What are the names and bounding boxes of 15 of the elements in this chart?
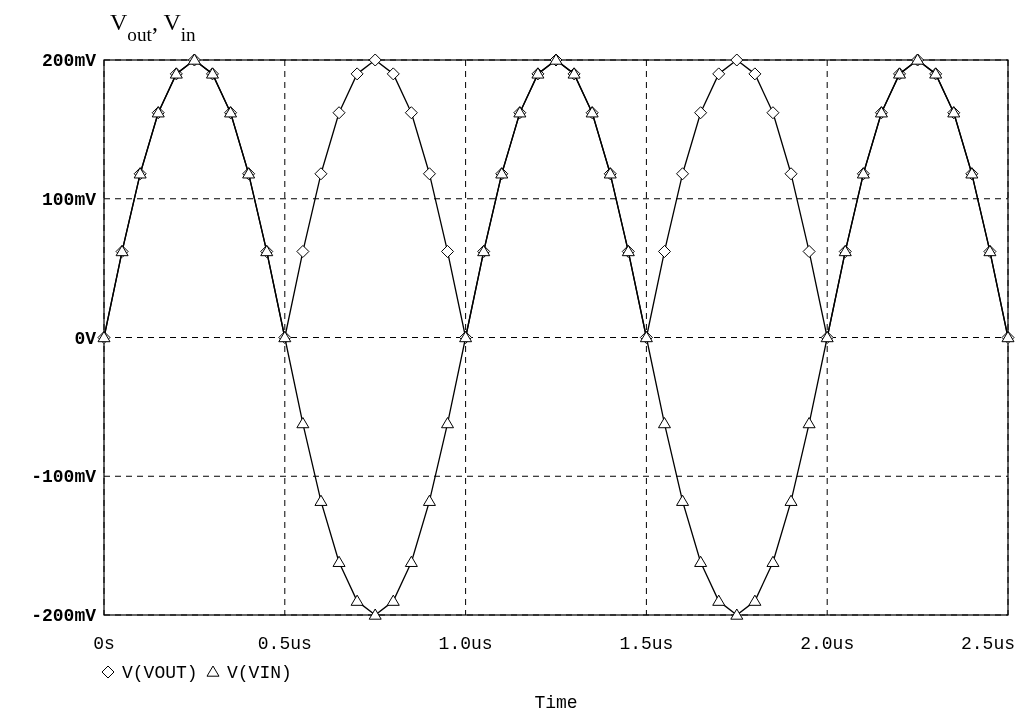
chart-title: V$_{out}$, V$_{in}$: [110, 9, 197, 45]
x-tick-label: 0.5us: [257, 634, 312, 654]
x-tick-label: 1.5us: [619, 634, 674, 654]
x-axis-title: Time: [534, 693, 578, 713]
y-tick-label: -100mV: [31, 467, 97, 488]
legend-label: V(VOUT): [122, 663, 198, 683]
y-tick-label: 0V: [74, 328, 97, 349]
x-tick-label: 2.5us: [960, 634, 1016, 654]
legend-label: V(VIN): [227, 663, 292, 683]
y-tick-label: 100mV: [41, 189, 97, 210]
x-tick-label: 1.0us: [438, 634, 493, 654]
y-tick-label: -200mV: [31, 606, 97, 626]
y-tick-label: 200mV: [41, 51, 97, 71]
x-tick-label: 0s: [93, 634, 115, 654]
x-tick-label: 2.0us: [800, 634, 855, 654]
